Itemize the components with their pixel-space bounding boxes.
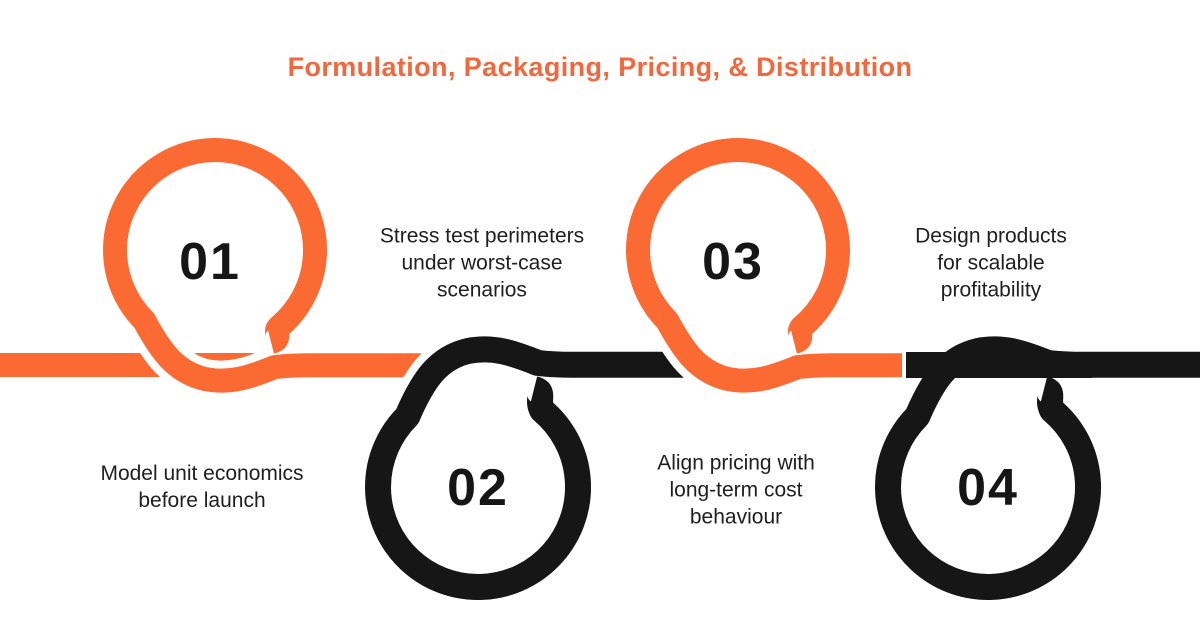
step-04-loop-path bbox=[875, 336, 1200, 600]
step-03-loop-path bbox=[626, 138, 902, 393]
step-02-label: Model unit economics before launch bbox=[100, 462, 304, 512]
step-01-number: 01 bbox=[179, 233, 241, 291]
step-04-label: Align pricing with long-term cost behavi… bbox=[657, 451, 815, 529]
step-03-label: Design products for scalable profitabili… bbox=[915, 224, 1067, 302]
page-title: Formulation, Packaging, Pricing, & Distr… bbox=[287, 52, 913, 82]
step-01-label: Stress test perimeters under worst-case … bbox=[379, 224, 585, 302]
step-02-number: 02 bbox=[447, 459, 509, 517]
step-02-loop-path bbox=[365, 336, 705, 600]
step-03-number: 03 bbox=[702, 233, 764, 291]
step-01-loop-path bbox=[103, 138, 455, 393]
step-04-number: 04 bbox=[957, 459, 1019, 517]
